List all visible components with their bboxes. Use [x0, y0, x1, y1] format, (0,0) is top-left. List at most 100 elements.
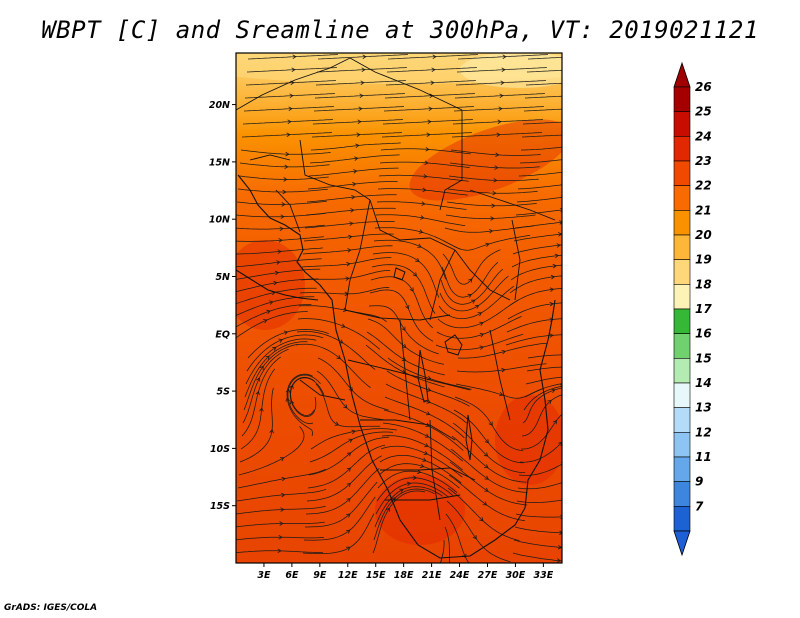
colorbar-label: 17 [695, 302, 712, 316]
streamline-arrow [444, 580, 448, 583]
streamline-arrow [559, 530, 562, 536]
streamline [440, 268, 504, 305]
colorbar-swatch [673, 284, 691, 310]
streamline [245, 338, 317, 385]
streamline [296, 331, 376, 370]
streamline [453, 409, 524, 464]
streamline [453, 106, 544, 112]
streamline-arrow [559, 220, 562, 225]
streamline [236, 224, 325, 230]
streamline-arrow [346, 261, 351, 267]
streamline-arrow [572, 68, 575, 72]
streamline-arrow [501, 367, 506, 373]
streamline-arrow [549, 333, 554, 338]
streamline [451, 132, 542, 138]
streamline [365, 344, 445, 388]
colorbar-swatch [673, 308, 691, 334]
streamline [366, 331, 445, 376]
streamline-arrow [563, 170, 566, 174]
streamline-arrow [420, 215, 425, 220]
streamline [521, 146, 562, 151]
streamline [300, 270, 391, 281]
streamline [521, 134, 562, 138]
streamline [290, 377, 325, 416]
lon-tick-label: 6E [285, 570, 299, 581]
streamline [297, 318, 381, 350]
wbpt-warm-patch [495, 395, 562, 485]
streamline [309, 154, 400, 164]
lake-malawi [465, 414, 473, 461]
streamline-arrow [419, 463, 425, 468]
streamline [447, 188, 538, 194]
streamline-arrow [279, 457, 285, 462]
streamline-arrow [550, 274, 556, 280]
colorbar-label: 22 [695, 179, 712, 193]
streamline-arrow [336, 355, 341, 360]
streamline [308, 167, 399, 177]
streamline-arrow [500, 80, 505, 86]
streamline [236, 521, 325, 528]
streamline [375, 214, 466, 226]
streamline [444, 526, 451, 563]
streamline-arrow [427, 119, 432, 125]
streamline [381, 132, 472, 138]
streamline-arrow [357, 119, 362, 125]
streamline [237, 468, 327, 489]
streamline-arrow [352, 182, 357, 187]
colorbar-swatch [673, 333, 691, 359]
streamline [247, 329, 329, 359]
streamline-arrow [502, 54, 507, 60]
streamline [512, 552, 562, 562]
streamline [527, 56, 562, 60]
streamline-arrow [405, 304, 410, 310]
streamline [448, 474, 525, 522]
streamline-arrow [385, 507, 390, 512]
streamline-arrow [424, 443, 429, 448]
colorbar-swatch [673, 358, 691, 384]
streamline [243, 344, 298, 411]
streamline [507, 302, 562, 320]
streamline-arrow [551, 388, 556, 393]
streamline-arrow [573, 353, 576, 357]
streamline-arrow [259, 407, 264, 412]
lon-tick-label: 33E [534, 570, 554, 581]
streamline [456, 363, 547, 373]
colorbar-label: 11 [695, 450, 712, 464]
streamline [385, 383, 467, 424]
streamline-arrow [570, 375, 573, 379]
streamline [384, 93, 475, 99]
streamline [524, 383, 562, 398]
streamline [368, 305, 439, 355]
streamline [240, 368, 276, 450]
streamline-arrow [415, 257, 420, 262]
streamline-arrow [348, 234, 353, 240]
colorbar-label: 21 [695, 203, 712, 217]
streamline [315, 80, 406, 86]
colorbar-swatch [673, 136, 691, 162]
streamline [373, 239, 447, 280]
streamline-arrow [355, 143, 360, 149]
streamline [525, 82, 562, 86]
streamline [302, 245, 393, 255]
lon-tick-label: 9E [313, 570, 327, 581]
lat-tick-label: 5S [217, 387, 231, 398]
streamline [287, 374, 321, 425]
streamline [241, 132, 332, 138]
streamline [243, 106, 334, 112]
streamline [519, 441, 562, 463]
streamline [302, 513, 375, 554]
colorbar-label: 15 [695, 351, 712, 365]
lat-tick-label: 20N [209, 100, 230, 111]
lon-tick-label: 21E [422, 570, 442, 581]
streamline-arrow [285, 388, 291, 393]
streamline [310, 142, 401, 151]
streamline-arrow [573, 55, 576, 59]
streamline [451, 435, 527, 483]
colorbar-swatch [673, 432, 691, 458]
streamline [517, 482, 562, 490]
streamline [454, 93, 545, 99]
streamline-arrow [346, 452, 352, 457]
streamline [457, 342, 547, 359]
streamline [526, 69, 562, 73]
